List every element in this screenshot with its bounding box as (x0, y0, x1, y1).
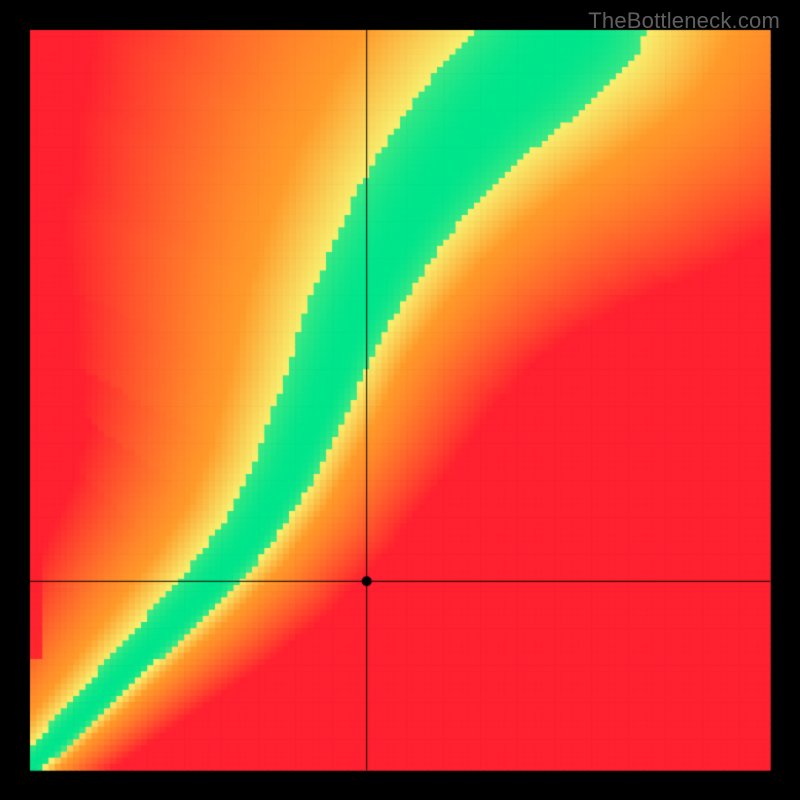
chart-container: TheBottleneck.com (0, 0, 800, 800)
watermark-text: TheBottleneck.com (588, 8, 780, 34)
heatmap-canvas (0, 0, 800, 800)
